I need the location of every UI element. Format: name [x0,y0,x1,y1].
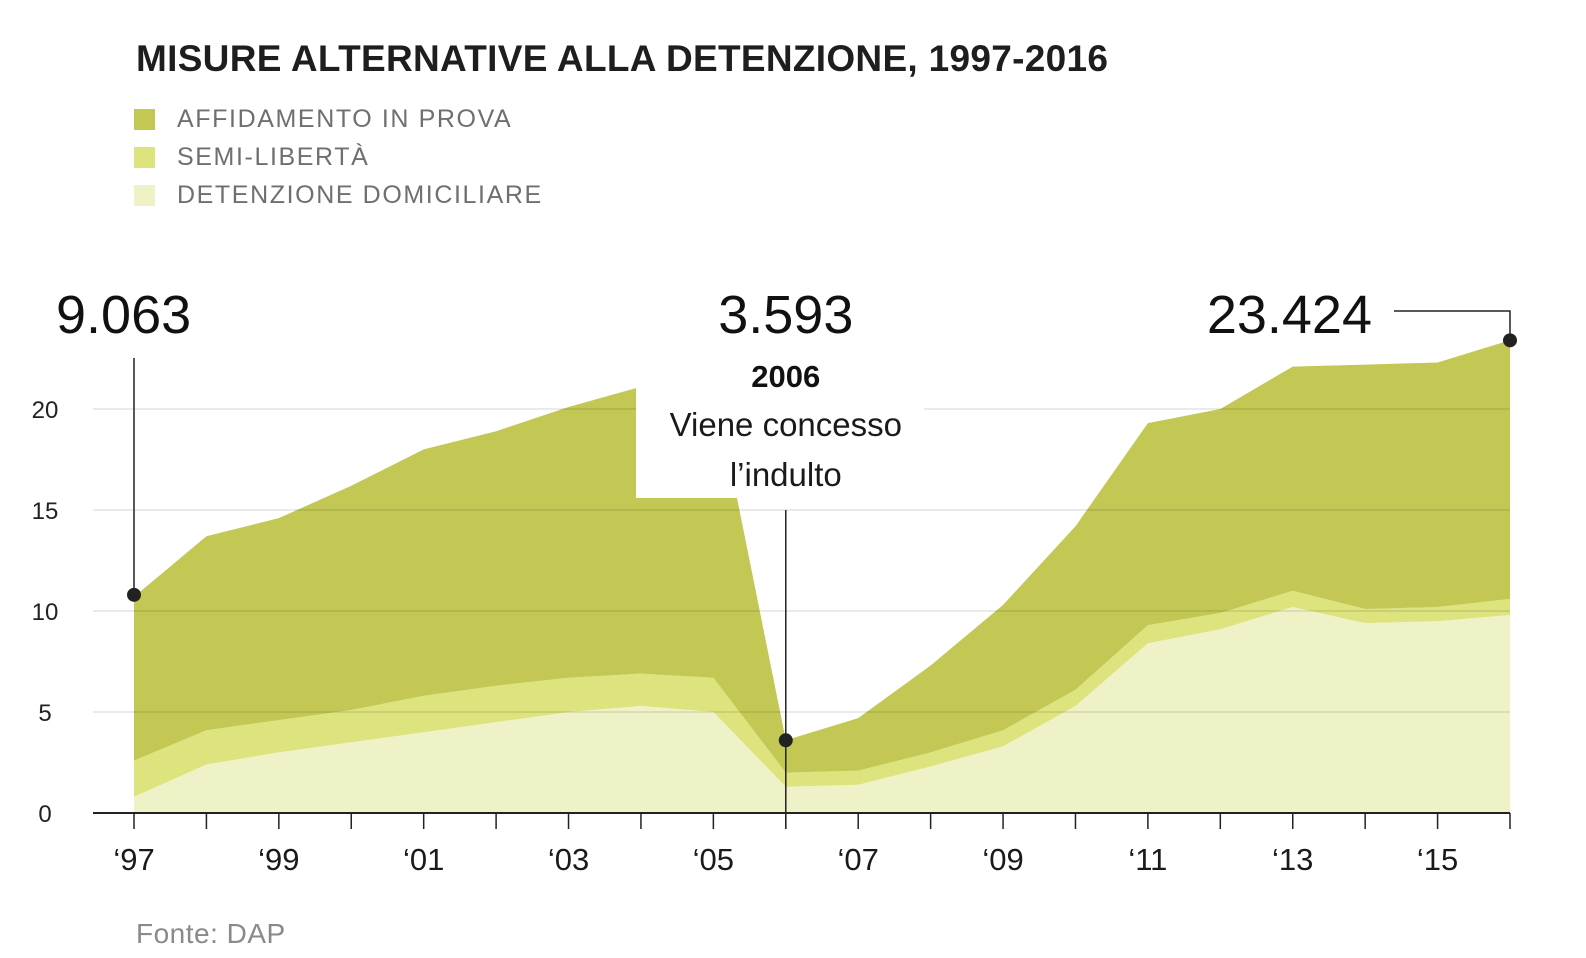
legend-item-domiciliare: DETENZIONE DOMICILIARE [134,176,543,214]
annotation-note-line2: l’indulto [730,456,842,493]
area-series-2 [134,340,1510,773]
x-tick-label: ‘15 [1417,842,1458,877]
legend-item-affidamento: AFFIDAMENTO IN PROVA [134,100,543,138]
annotation-value-2016: 23.424 [1207,285,1372,345]
legend-swatch-semiliberta [134,146,155,168]
y-tick-label: 5 [38,700,51,727]
legend-swatch-domiciliare [134,184,155,206]
annotation-dot-2006 [778,733,793,748]
x-tick-label: ‘11 [1128,842,1167,877]
annotation-value-2006: 3.593 [718,285,853,345]
legend: AFFIDAMENTO IN PROVA SEMI-LIBERTÀ DETENZ… [134,100,543,214]
annotation-dot-1997 [127,587,141,602]
chart-title: MISURE ALTERNATIVE ALLA DETENZIONE, 1997… [136,38,1109,79]
y-tick-label: 15 [32,498,59,525]
x-tick-label: ‘03 [548,842,589,877]
legend-swatch-affidamento [134,108,155,130]
annotation-year-2006: 2006 [751,359,820,394]
annotation-line-2016 [1394,310,1511,341]
x-tick-label: ‘13 [1272,842,1313,877]
source-note: Fonte: DAP [136,918,286,949]
x-tick-label: ‘07 [838,842,879,877]
legend-item-semiliberta: SEMI-LIBERTÀ [134,138,543,176]
annotation-value-1997: 9.063 [56,285,191,345]
area-series-1 [134,590,1510,797]
x-tick-label: ‘01 [403,842,444,877]
legend-label-domiciliare: DETENZIONE DOMICILIARE [177,180,543,209]
annotation-note-line1: Viene concesso [670,406,902,443]
x-tick-label: ‘09 [982,842,1023,877]
legend-label-affidamento: AFFIDAMENTO IN PROVA [177,104,513,133]
y-tick-label: 20 [32,397,59,424]
x-tick-label: ‘05 [693,842,734,877]
y-tick-label: 0 [38,801,51,828]
legend-label-semiliberta: SEMI-LIBERTÀ [177,142,370,171]
annotation-dot-2016 [1503,333,1517,348]
area-series-0 [134,607,1510,813]
y-tick-label: 10 [32,599,59,626]
x-tick-label: ‘97 [113,842,154,877]
annotation-note-box [636,360,924,498]
x-tick-label: ‘99 [258,842,299,877]
